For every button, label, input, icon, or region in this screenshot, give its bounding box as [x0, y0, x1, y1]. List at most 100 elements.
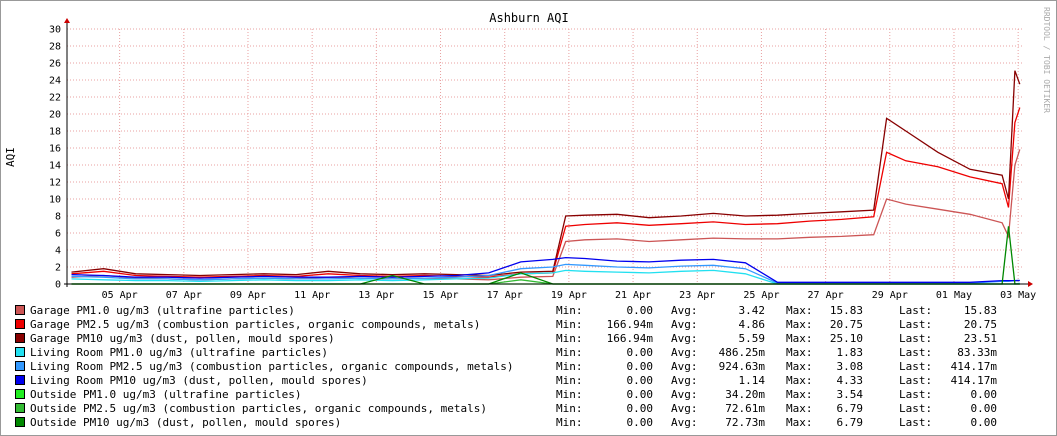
stat-label: Min: — [556, 374, 583, 387]
stat-value: 4.33 — [837, 374, 864, 387]
stat-value: 166.94m — [607, 318, 654, 331]
stat-value: 166.94m — [607, 332, 654, 345]
x-tick-label: 23 Apr — [679, 290, 715, 301]
stat-value: 6.79 — [837, 402, 864, 415]
stat-label: Max: — [786, 416, 813, 429]
stat-label: Max: — [786, 304, 813, 317]
legend-label: Outside PM2.5 ug/m3 (combustion particle… — [30, 402, 487, 415]
stat-value: 15.83 — [964, 304, 997, 317]
y-tick-label: 0 — [55, 280, 61, 291]
stat-label: Avg: — [671, 402, 698, 415]
legend-swatch — [15, 417, 25, 427]
stat-value: 83.33m — [957, 346, 997, 359]
stat-label: Last: — [899, 374, 932, 387]
stat-label: Min: — [556, 304, 583, 317]
stat-label: Last: — [899, 402, 932, 415]
watermark: RRDTOOL / TOBI OETIKER — [1042, 7, 1051, 113]
legend-swatch — [15, 375, 25, 385]
y-tick-label: 4 — [55, 246, 61, 257]
legend-label: Garage PM2.5 ug/m3 (combustion particles… — [30, 318, 480, 331]
stat-value: 3.42 — [739, 304, 766, 317]
stat-value: 0.00 — [971, 416, 998, 429]
stat-label: Min: — [556, 360, 583, 373]
stat-label: Min: — [556, 402, 583, 415]
y-tick-label: 16 — [49, 144, 61, 155]
stat-label: Avg: — [671, 304, 698, 317]
stat-label: Last: — [899, 360, 932, 373]
y-tick-label: 8 — [55, 212, 61, 223]
y-tick-label: 12 — [49, 178, 61, 189]
legend-swatch — [15, 389, 25, 399]
stat-label: Max: — [786, 346, 813, 359]
y-axis-label: AQI — [4, 147, 17, 167]
y-tick-label: 22 — [49, 93, 61, 104]
stat-value: 0.00 — [627, 346, 654, 359]
x-tick-label: 09 Apr — [230, 290, 266, 301]
stat-label: Max: — [786, 318, 813, 331]
stat-label: Last: — [899, 318, 932, 331]
y-tick-label: 14 — [49, 161, 61, 172]
stat-value: 23.51 — [964, 332, 997, 345]
stat-value: 20.75 — [830, 318, 863, 331]
stat-value: 0.00 — [627, 416, 654, 429]
stat-label: Avg: — [671, 416, 698, 429]
stat-label: Avg: — [671, 360, 698, 373]
series-line — [71, 107, 1021, 278]
x-tick-label: 29 Apr — [872, 290, 908, 301]
stat-value: 6.79 — [837, 416, 864, 429]
x-tick-label: 19 Apr — [551, 290, 587, 301]
stat-value: 414.17m — [951, 360, 998, 373]
series-line — [71, 256, 1020, 283]
x-tick-label: 05 Apr — [102, 290, 138, 301]
stat-label: Avg: — [671, 332, 698, 345]
stat-value: 486.25m — [719, 346, 766, 359]
x-tick-label: 01 May — [936, 290, 972, 301]
stat-value: 0.00 — [627, 374, 654, 387]
stat-value: 3.54 — [837, 388, 864, 401]
stat-label: Max: — [786, 402, 813, 415]
x-tick-label: 03 May — [1000, 290, 1036, 301]
stat-value: 15.83 — [830, 304, 863, 317]
legend-label: Garage PM10 ug/m3 (dust, pollen, mould s… — [30, 332, 335, 345]
legend-swatch — [15, 305, 25, 315]
y-tick-label: 28 — [49, 42, 61, 53]
stat-label: Max: — [786, 388, 813, 401]
stat-label: Min: — [556, 416, 583, 429]
stat-value: 414.17m — [951, 374, 998, 387]
stat-value: 4.86 — [739, 318, 766, 331]
legend-swatch — [15, 361, 25, 371]
legend-swatch — [15, 319, 25, 329]
x-tick-label: 21 Apr — [615, 290, 651, 301]
stat-value: 0.00 — [627, 402, 654, 415]
stat-value: 3.08 — [837, 360, 864, 373]
stat-label: Min: — [556, 388, 583, 401]
series-line — [71, 263, 1020, 284]
stat-value: 72.61m — [725, 402, 765, 415]
y-tick-label: 30 — [49, 25, 61, 36]
y-tick-label: 10 — [49, 195, 61, 206]
legend-label: Garage PM1.0 ug/m3 (ultrafine particles) — [30, 304, 295, 317]
x-tick-label: 17 Apr — [487, 290, 523, 301]
stat-value: 25.10 — [830, 332, 863, 345]
stat-label: Last: — [899, 416, 932, 429]
y-tick-label: 20 — [49, 110, 61, 121]
axis-arrow — [1028, 281, 1033, 287]
legend-label: Living Room PM1.0 ug/m3 (ultrafine parti… — [30, 346, 328, 359]
stat-value: 924.63m — [719, 360, 766, 373]
legend-label: Outside PM10 ug/m3 (dust, pollen, mould … — [30, 416, 341, 429]
stat-value: 1.83 — [837, 346, 864, 359]
stat-label: Min: — [556, 318, 583, 331]
legend-label: Living Room PM2.5 ug/m3 (combustion part… — [30, 360, 513, 373]
y-tick-label: 18 — [49, 127, 61, 138]
x-tick-label: 13 Apr — [358, 290, 394, 301]
stat-label: Avg: — [671, 346, 698, 359]
stat-label: Avg: — [671, 318, 698, 331]
stat-label: Max: — [786, 374, 813, 387]
stat-value: 0.00 — [627, 360, 654, 373]
stat-label: Avg: — [671, 388, 698, 401]
stat-label: Last: — [899, 388, 932, 401]
stat-value: 1.14 — [739, 374, 766, 387]
legend-swatch — [15, 347, 25, 357]
stat-label: Min: — [556, 332, 583, 345]
y-tick-label: 24 — [49, 76, 61, 87]
